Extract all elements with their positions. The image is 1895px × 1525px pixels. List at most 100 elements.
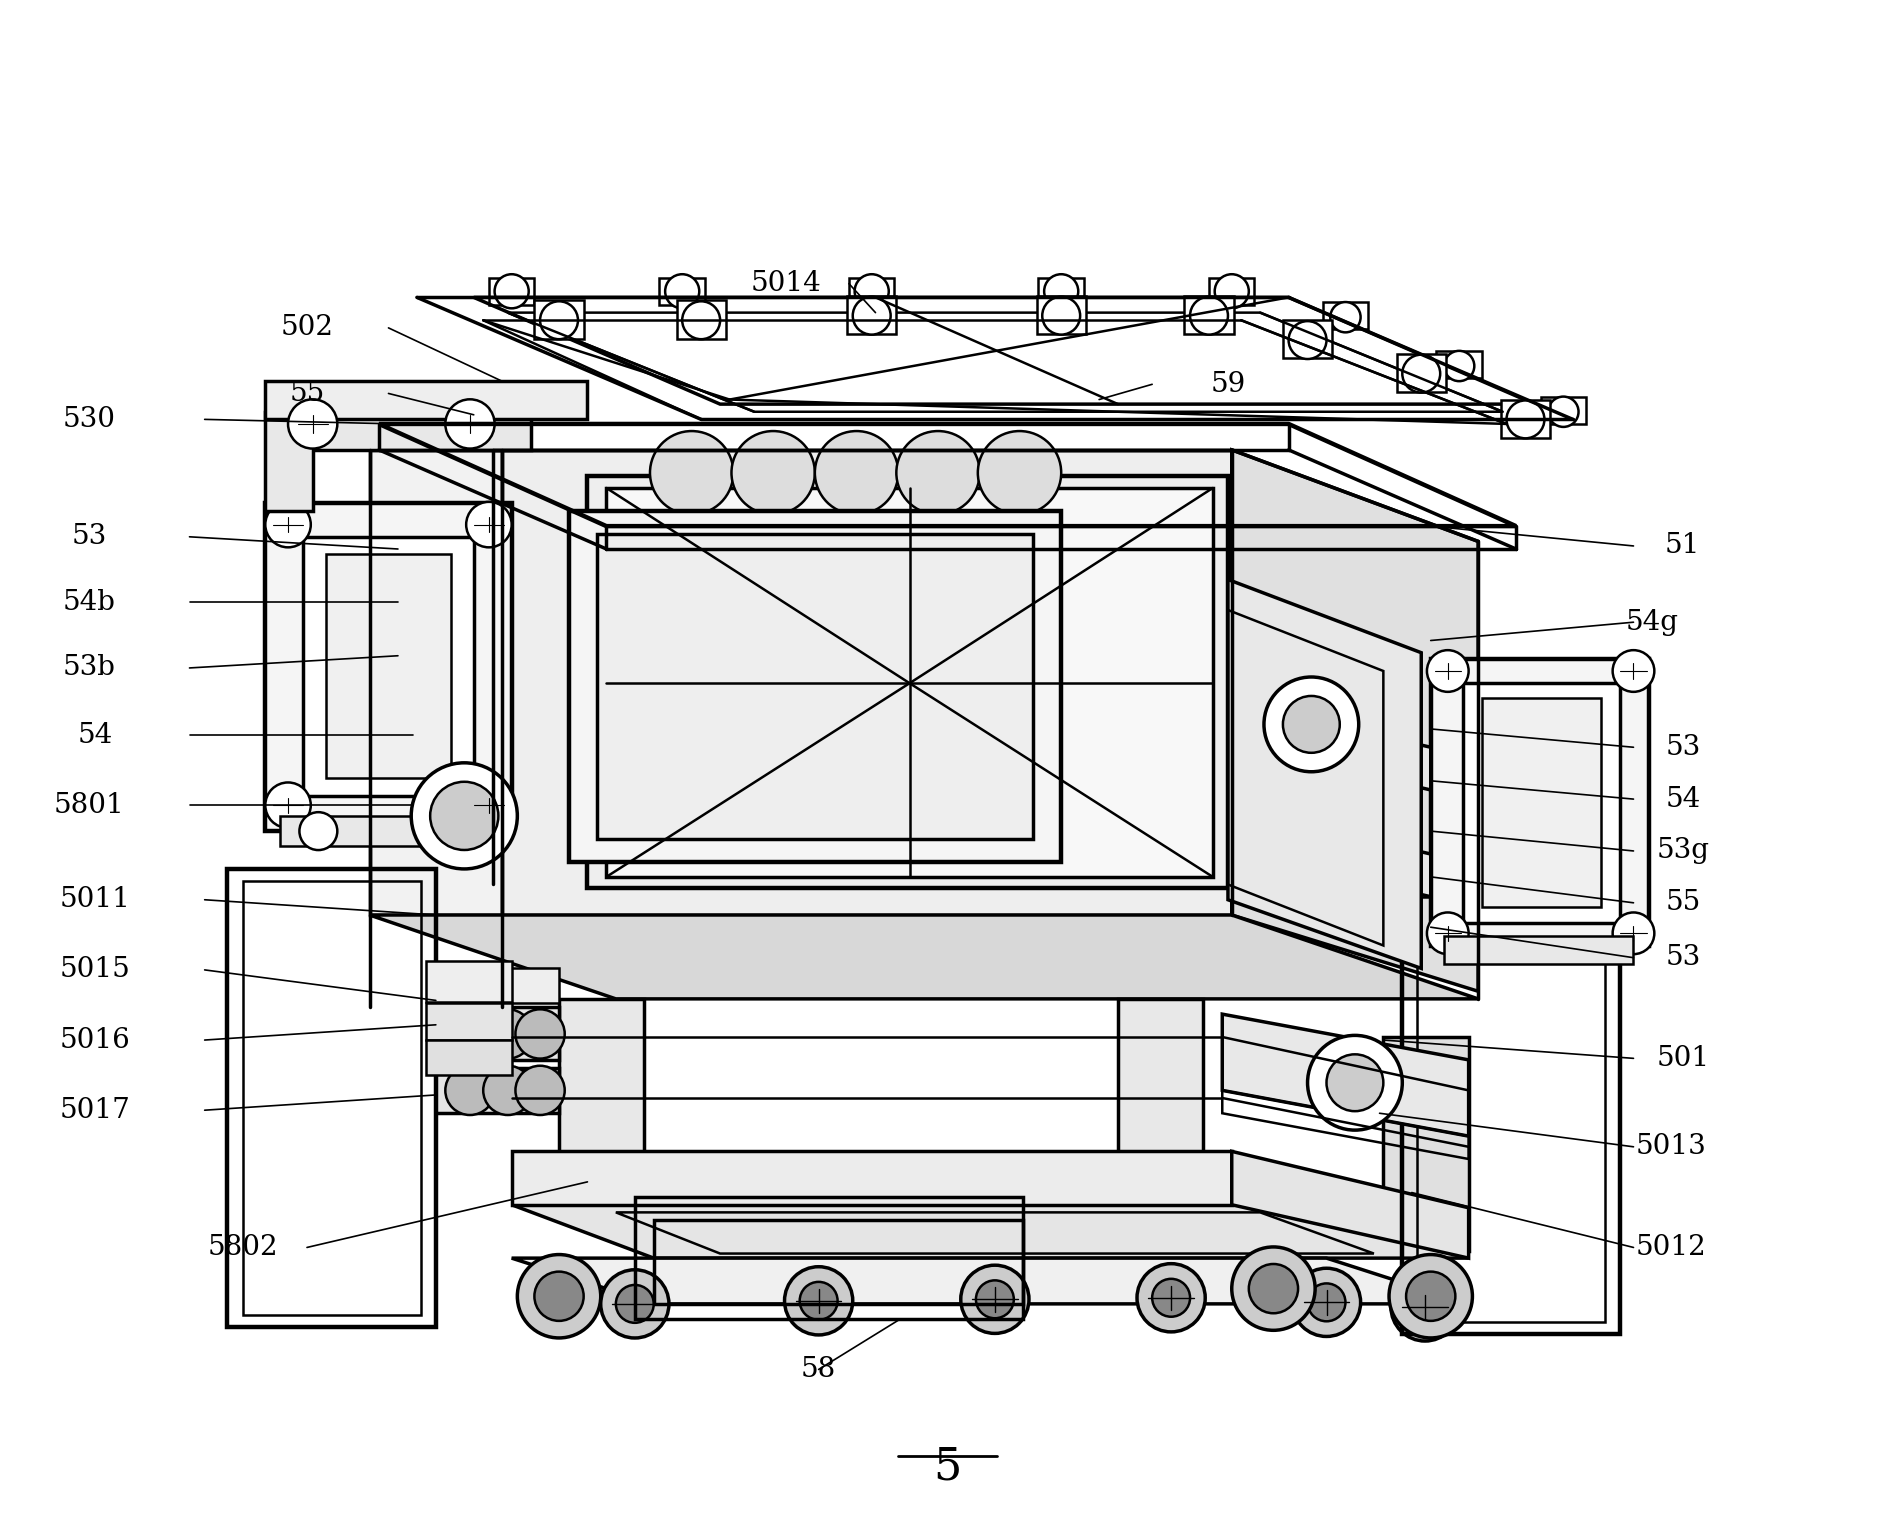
Circle shape — [483, 1010, 532, 1058]
Text: 54b: 54b — [63, 589, 116, 616]
Circle shape — [1308, 1284, 1345, 1321]
Polygon shape — [370, 915, 1478, 999]
Text: 53: 53 — [72, 523, 106, 551]
Circle shape — [601, 1270, 669, 1337]
Text: 5013: 5013 — [1635, 1133, 1707, 1161]
Circle shape — [265, 782, 311, 828]
Circle shape — [1289, 322, 1326, 358]
Circle shape — [1427, 912, 1469, 955]
Circle shape — [440, 813, 478, 849]
Text: 5: 5 — [934, 1446, 961, 1488]
Circle shape — [445, 400, 495, 448]
Text: 54: 54 — [1666, 785, 1700, 813]
Text: 55: 55 — [290, 380, 324, 407]
Bar — [677, 300, 726, 339]
Circle shape — [1044, 274, 1078, 308]
Polygon shape — [303, 537, 474, 796]
Bar — [489, 278, 534, 305]
Circle shape — [1308, 1035, 1402, 1130]
Circle shape — [540, 302, 578, 339]
Bar — [1501, 400, 1550, 438]
Polygon shape — [597, 534, 1033, 839]
Circle shape — [483, 1066, 532, 1115]
Bar — [1397, 354, 1446, 392]
Circle shape — [430, 782, 498, 849]
Polygon shape — [512, 1258, 1469, 1304]
Bar — [1037, 296, 1086, 334]
Polygon shape — [1232, 1151, 1469, 1258]
Text: 530: 530 — [63, 406, 116, 433]
Polygon shape — [512, 1205, 1469, 1258]
Text: 5012: 5012 — [1635, 1234, 1707, 1261]
Text: 51: 51 — [1666, 532, 1700, 560]
Circle shape — [1215, 274, 1249, 308]
Polygon shape — [502, 450, 1232, 915]
Circle shape — [976, 1281, 1014, 1318]
Circle shape — [1254, 732, 1323, 799]
Circle shape — [1507, 401, 1544, 438]
Text: 5016: 5016 — [59, 1026, 131, 1054]
Circle shape — [1406, 1289, 1444, 1325]
Circle shape — [1444, 351, 1474, 381]
Circle shape — [1613, 650, 1654, 692]
Circle shape — [1264, 677, 1359, 772]
Polygon shape — [265, 503, 512, 831]
Circle shape — [1391, 1273, 1459, 1340]
Polygon shape — [426, 1003, 512, 1040]
Circle shape — [265, 502, 311, 547]
Text: 53: 53 — [1666, 944, 1700, 971]
Circle shape — [1427, 650, 1469, 692]
Circle shape — [288, 400, 337, 448]
Polygon shape — [280, 816, 496, 846]
Circle shape — [665, 274, 699, 308]
Circle shape — [682, 302, 720, 339]
Text: 5015: 5015 — [59, 956, 131, 984]
Circle shape — [299, 813, 337, 849]
Text: 5017: 5017 — [59, 1096, 131, 1124]
Circle shape — [445, 1010, 495, 1058]
Text: 53: 53 — [1666, 734, 1700, 761]
Circle shape — [853, 297, 891, 334]
Polygon shape — [1463, 683, 1620, 923]
Polygon shape — [265, 381, 587, 419]
Text: 54g: 54g — [1626, 608, 1679, 636]
Text: 58: 58 — [802, 1356, 836, 1383]
Circle shape — [815, 432, 898, 514]
Polygon shape — [1444, 936, 1633, 964]
Polygon shape — [1431, 659, 1649, 946]
Polygon shape — [1482, 698, 1601, 907]
Text: 5014: 5014 — [750, 270, 822, 297]
Circle shape — [1152, 1279, 1190, 1316]
Circle shape — [1326, 1054, 1383, 1112]
Circle shape — [731, 432, 815, 514]
Circle shape — [515, 1066, 565, 1115]
Circle shape — [1330, 302, 1361, 332]
Polygon shape — [370, 450, 502, 915]
Text: 53g: 53g — [1656, 837, 1709, 865]
Circle shape — [1232, 1247, 1315, 1330]
Circle shape — [800, 1283, 838, 1319]
Circle shape — [1389, 1255, 1472, 1337]
Polygon shape — [326, 554, 451, 778]
Bar — [849, 278, 894, 305]
Circle shape — [855, 274, 889, 308]
Text: 55: 55 — [1666, 889, 1700, 917]
Polygon shape — [1118, 999, 1203, 1205]
Bar — [1283, 320, 1332, 358]
Bar — [659, 278, 705, 305]
Circle shape — [515, 1010, 565, 1058]
Polygon shape — [568, 511, 1061, 862]
Bar — [1038, 278, 1084, 305]
Bar — [1436, 351, 1482, 378]
Polygon shape — [606, 488, 1213, 877]
Text: 502: 502 — [280, 314, 334, 342]
Polygon shape — [1232, 702, 1431, 790]
Polygon shape — [1383, 1037, 1469, 1250]
Circle shape — [411, 762, 517, 869]
Text: 5801: 5801 — [53, 791, 125, 819]
Bar — [847, 296, 896, 334]
Polygon shape — [512, 1151, 1232, 1205]
Bar — [1184, 296, 1234, 334]
Circle shape — [1406, 1272, 1455, 1321]
Circle shape — [517, 1255, 601, 1337]
